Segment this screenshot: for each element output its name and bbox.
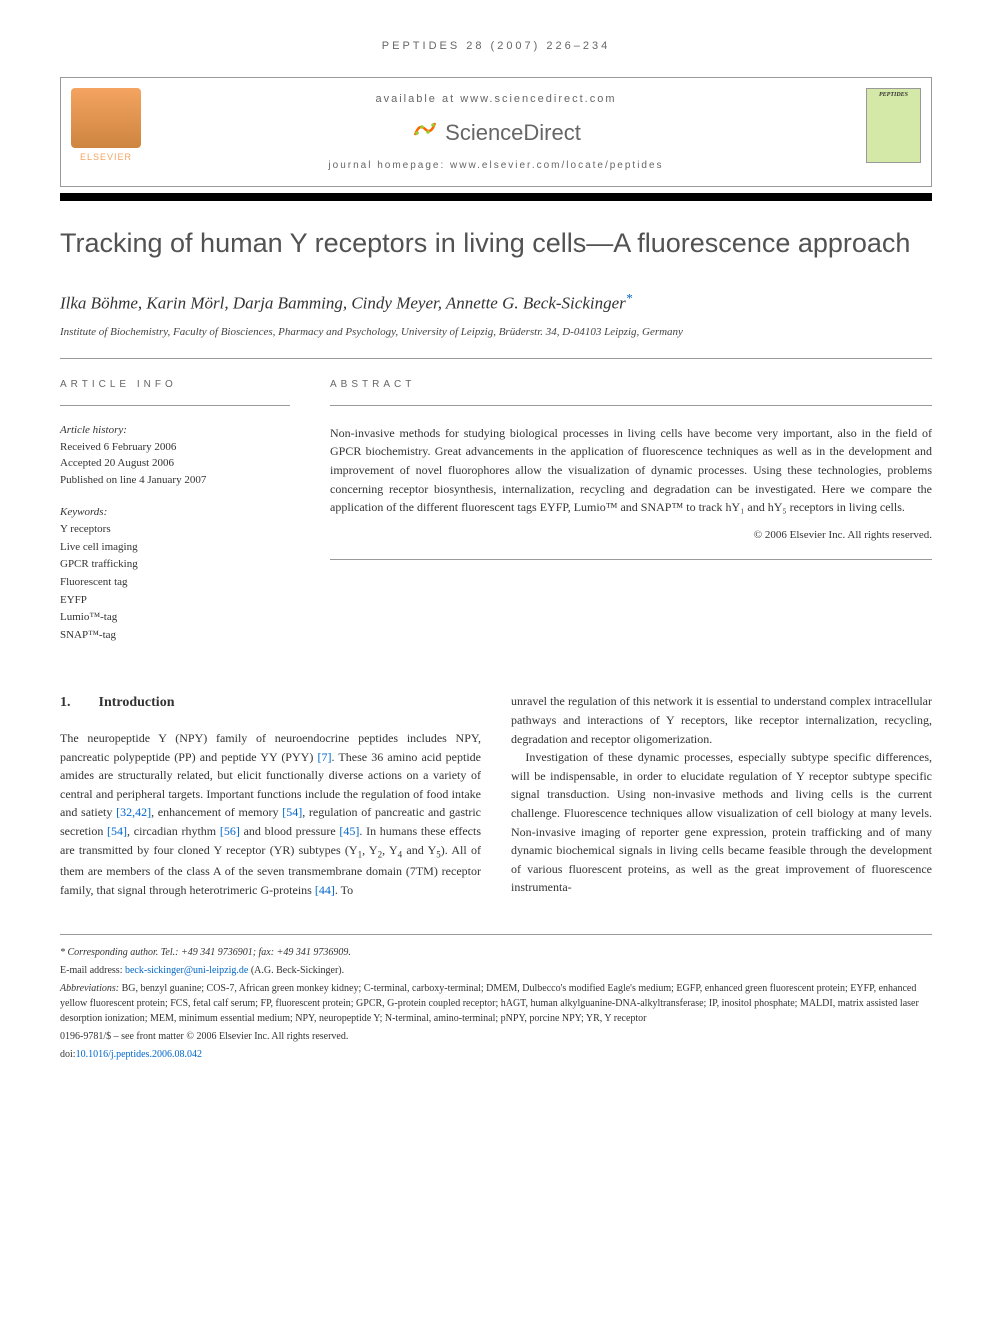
reference-link[interactable]: [54] — [107, 824, 127, 838]
sciencedirect-icon — [411, 117, 437, 148]
abstract-divider — [330, 405, 932, 406]
authors-list: Ilka Böhme, Karin Mörl, Darja Bamming, C… — [60, 291, 932, 314]
affiliation: Institute of Biochemistry, Faculty of Bi… — [60, 326, 932, 338]
email-label: E-mail address: — [60, 965, 125, 976]
keyword: Y receptors — [60, 521, 290, 539]
abstract-text: Non-invasive methods for studying biolog… — [330, 424, 932, 517]
journal-header: PEPTIDES 28 (2007) 226–234 — [60, 40, 932, 52]
abstract-column: ABSTRACT Non-invasive methods for studyi… — [330, 379, 932, 663]
journal-cover-title: PEPTIDES — [867, 89, 920, 101]
received-date: Received 6 February 2006 — [60, 439, 290, 456]
doi-link[interactable]: 10.1016/j.peptides.2006.08.042 — [76, 1049, 202, 1060]
sciencedirect-logo[interactable]: ScienceDirect — [61, 117, 931, 148]
email-author-name: (A.G. Beck-Sickinger). — [248, 965, 344, 976]
reference-link[interactable]: [44] — [315, 883, 335, 897]
body-column-left: 1. Introduction The neuropeptide Y (NPY) … — [60, 692, 481, 899]
journal-cover-thumbnail: PEPTIDES — [866, 88, 921, 163]
corresponding-author-marker[interactable]: * — [626, 294, 632, 313]
doi-footnote: doi:10.1016/j.peptides.2006.08.042 — [60, 1047, 932, 1062]
keyword: SNAP™-tag — [60, 627, 290, 645]
abstract-heading: ABSTRACT — [330, 379, 932, 390]
reference-link[interactable]: [32,42] — [116, 805, 151, 819]
email-footnote: E-mail address: beck-sickinger@uni-leipz… — [60, 963, 932, 978]
body-paragraph: The neuropeptide Y (NPY) family of neuro… — [60, 729, 481, 899]
keyword: Lumio™-tag — [60, 609, 290, 627]
section-title: Introduction — [99, 695, 175, 710]
abbreviations-text: BG, benzyl guanine; COS-7, African green… — [60, 983, 919, 1024]
elsevier-label: ELSEVIER — [71, 152, 141, 162]
email-link[interactable]: beck-sickinger@uni-leipzig.de — [125, 965, 248, 976]
info-abstract-section: ARTICLE INFO Article history: Received 6… — [60, 379, 932, 663]
body-paragraph: unravel the regulation of this network i… — [511, 692, 932, 748]
reference-link[interactable]: [54] — [282, 805, 302, 819]
publisher-header-box: ELSEVIER PEPTIDES available at www.scien… — [60, 77, 932, 187]
reference-link[interactable]: [45] — [339, 824, 359, 838]
journal-homepage-text: journal homepage: www.elsevier.com/locat… — [61, 160, 931, 171]
info-divider — [60, 405, 290, 406]
elsevier-tree-icon — [71, 88, 141, 148]
body-column-right: unravel the regulation of this network i… — [511, 692, 932, 899]
abstract-bottom-divider — [330, 559, 932, 560]
divider — [60, 358, 932, 359]
abbreviations-label: Abbreviations: — [60, 983, 122, 994]
issn-footnote: 0196-9781/$ – see front matter © 2006 El… — [60, 1029, 932, 1044]
section-heading: 1. Introduction — [60, 692, 481, 714]
accepted-date: Accepted 20 August 2006 — [60, 455, 290, 472]
footnotes-section: * Corresponding author. Tel.: +49 341 97… — [60, 934, 932, 1062]
keyword: GPCR trafficking — [60, 556, 290, 574]
copyright: © 2006 Elsevier Inc. All rights reserved… — [330, 529, 932, 541]
article-history-block: Article history: Received 6 February 200… — [60, 424, 290, 489]
published-date: Published on line 4 January 2007 — [60, 472, 290, 489]
corresponding-author-footnote: * Corresponding author. Tel.: +49 341 97… — [60, 945, 932, 960]
body-paragraph: Investigation of these dynamic processes… — [511, 748, 932, 897]
article-info-column: ARTICLE INFO Article history: Received 6… — [60, 379, 290, 663]
section-number: 1. — [60, 692, 71, 714]
body-text-columns: 1. Introduction The neuropeptide Y (NPY) … — [60, 692, 932, 899]
article-info-heading: ARTICLE INFO — [60, 379, 290, 390]
keyword: Live cell imaging — [60, 539, 290, 557]
black-divider-bar — [60, 193, 932, 201]
article-title: Tracking of human Y receptors in living … — [60, 226, 932, 261]
sciencedirect-text: ScienceDirect — [445, 120, 581, 146]
abbreviations-footnote: Abbreviations: BG, benzyl guanine; COS-7… — [60, 981, 932, 1026]
authors-names: Ilka Böhme, Karin Mörl, Darja Bamming, C… — [60, 294, 626, 313]
reference-link[interactable]: [56] — [220, 824, 240, 838]
history-heading: Article history: — [60, 424, 290, 436]
keywords-block: Keywords: Y receptors Live cell imaging … — [60, 506, 290, 644]
elsevier-logo: ELSEVIER — [71, 88, 141, 173]
reference-link[interactable]: [7] — [317, 750, 331, 764]
doi-label: doi: — [60, 1049, 76, 1060]
keyword: EYFP — [60, 592, 290, 610]
keyword: Fluorescent tag — [60, 574, 290, 592]
available-at-text: available at www.sciencedirect.com — [61, 93, 931, 105]
keywords-heading: Keywords: — [60, 506, 290, 518]
